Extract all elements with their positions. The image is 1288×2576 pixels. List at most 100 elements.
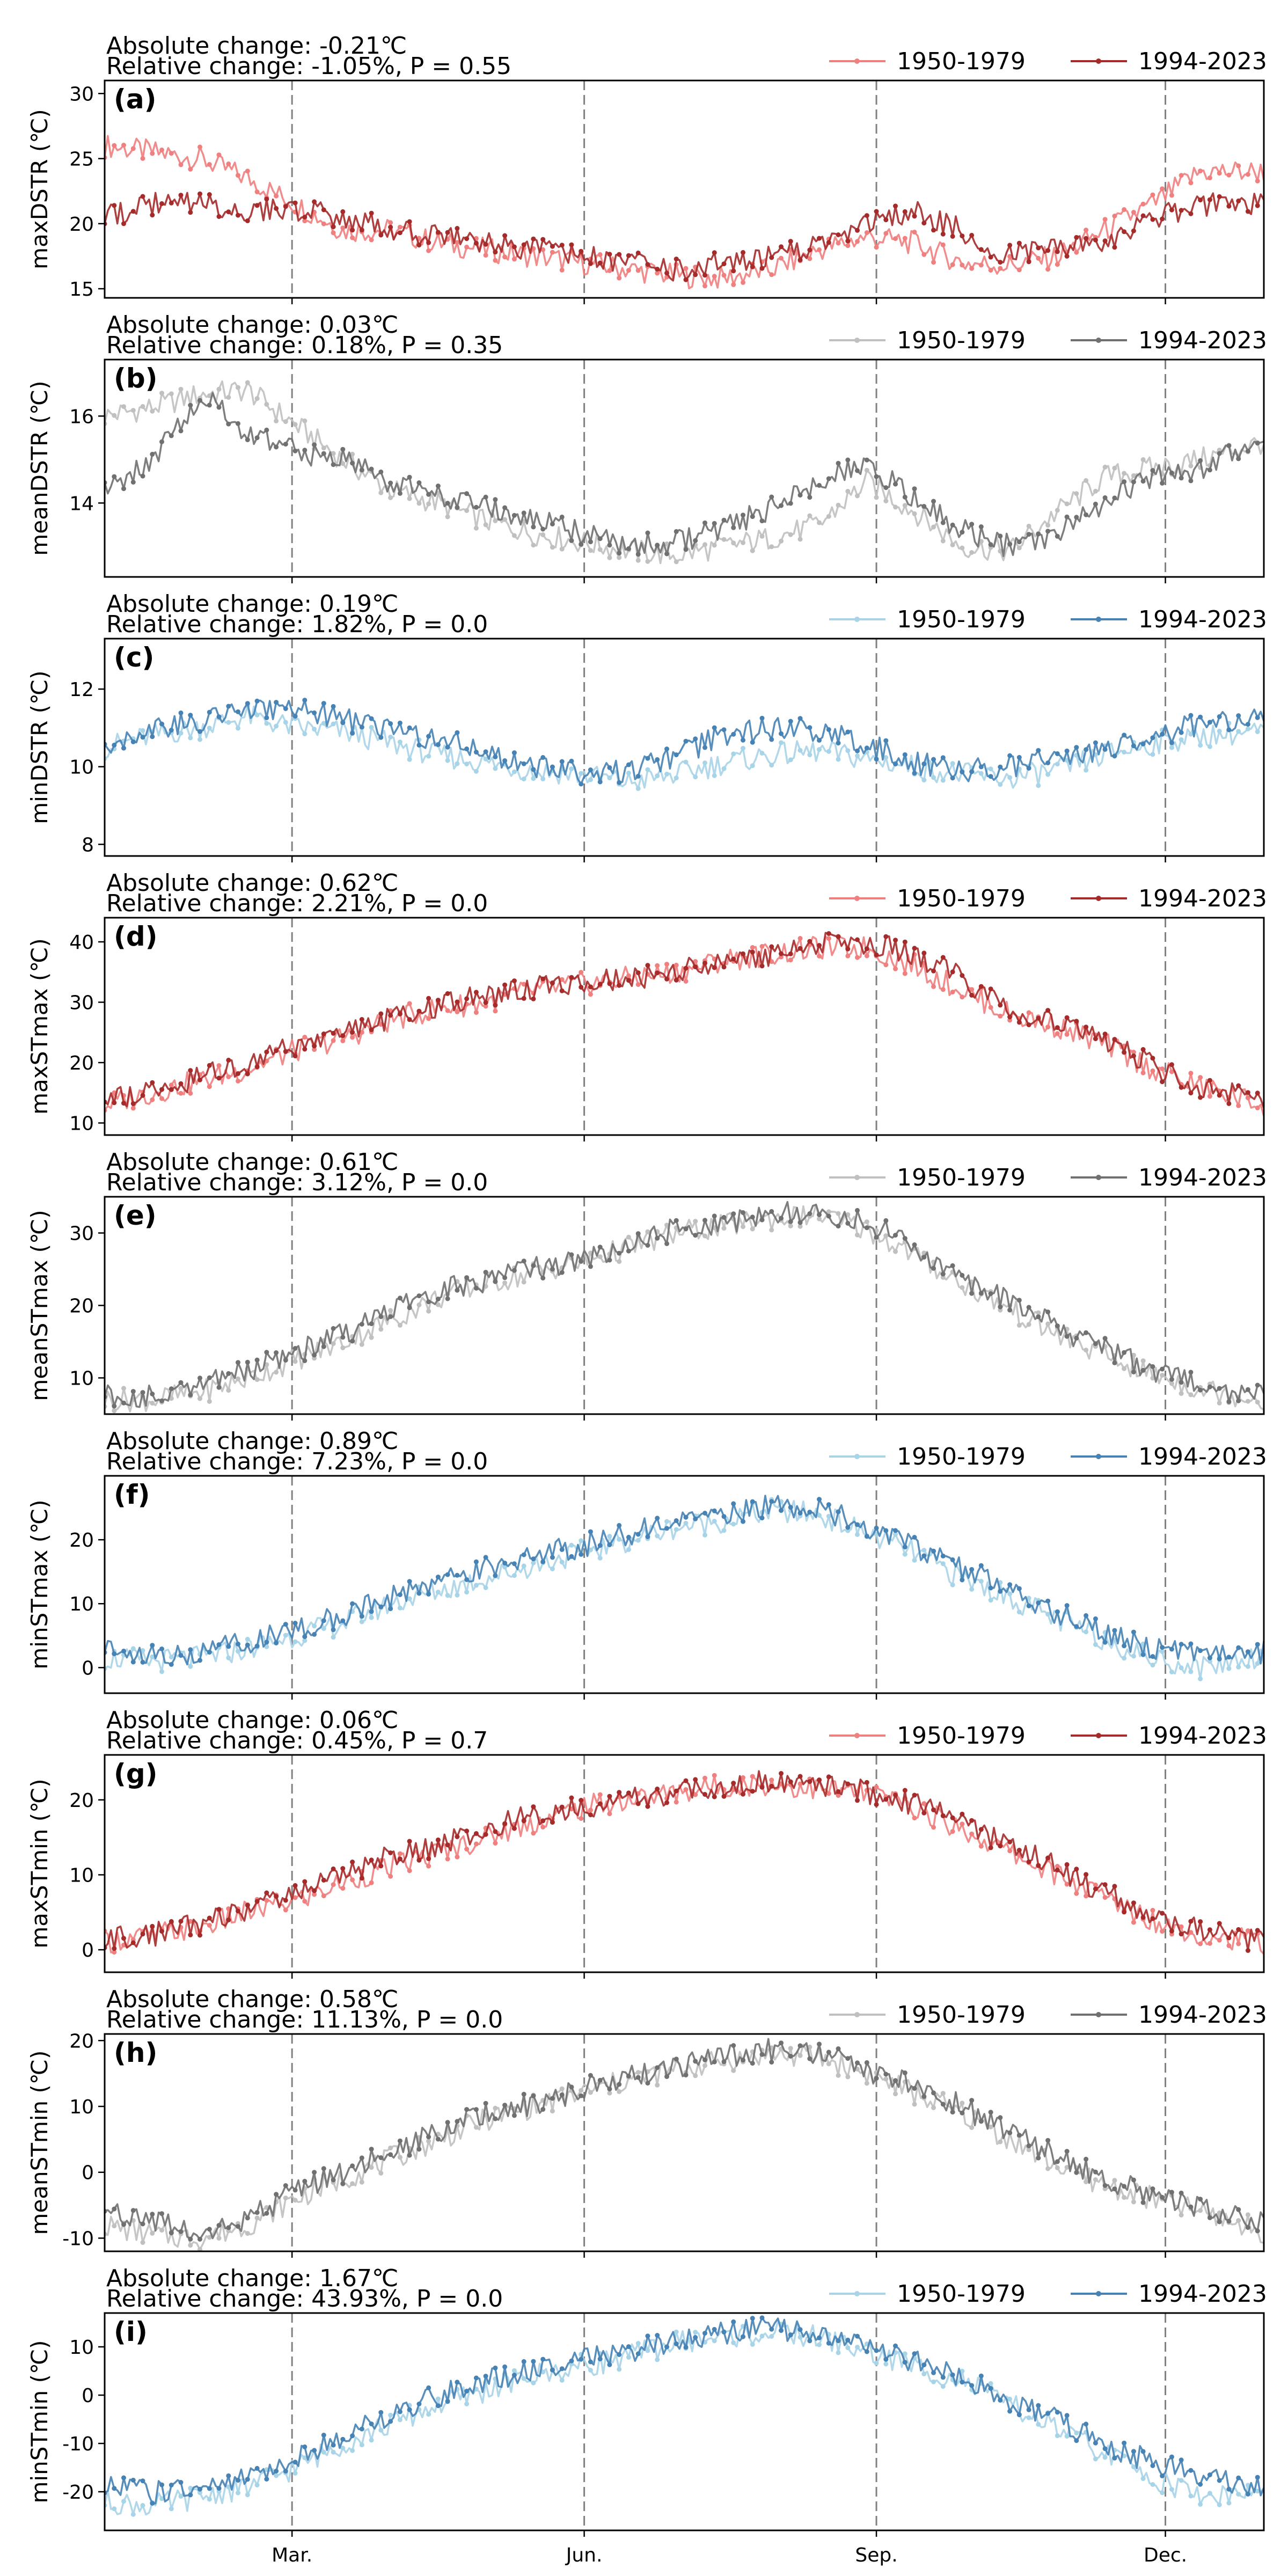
data-point	[121, 404, 126, 409]
data-point	[521, 2359, 526, 2364]
data-point	[845, 2337, 851, 2343]
data-point	[473, 2375, 479, 2381]
data-point	[969, 769, 975, 774]
data-point	[274, 1048, 279, 1053]
data-point	[540, 1818, 546, 1824]
data-point	[445, 991, 450, 996]
data-point	[1236, 456, 1241, 462]
data-point	[674, 1788, 679, 1794]
data-point	[531, 2093, 536, 2098]
data-point	[1198, 714, 1203, 720]
data-point	[1093, 1341, 1098, 1346]
data-point	[588, 2073, 593, 2078]
data-point	[893, 504, 898, 510]
data-point	[931, 2370, 936, 2375]
data-point	[245, 1902, 250, 1908]
data-point	[1198, 1648, 1203, 1653]
data-point	[531, 1831, 536, 1836]
data-point	[331, 1030, 336, 1036]
data-point	[226, 720, 231, 725]
data-point	[1217, 2219, 1222, 2224]
data-point	[655, 773, 660, 779]
data-point	[931, 1807, 936, 1812]
data-point	[978, 1578, 984, 1584]
data-point	[331, 230, 336, 236]
data-point	[931, 260, 936, 265]
data-point	[321, 2449, 326, 2455]
data-point	[1036, 2155, 1041, 2161]
data-point	[483, 1585, 488, 1590]
data-point	[407, 1305, 412, 1311]
data-point	[455, 1287, 460, 1293]
plot-frame	[104, 2033, 1265, 2252]
data-point	[493, 518, 498, 523]
data-point	[978, 984, 984, 989]
data-point	[607, 2362, 612, 2367]
data-point	[569, 2084, 574, 2090]
data-point	[264, 1640, 269, 1645]
data-point	[1102, 2446, 1108, 2451]
data-point	[473, 1831, 479, 1836]
data-point	[950, 761, 955, 766]
data-point	[741, 513, 745, 518]
data-point	[988, 986, 993, 992]
data-point	[511, 513, 517, 518]
data-point	[998, 1843, 1003, 1849]
y-tick-label: 20	[69, 214, 94, 236]
data-point	[226, 161, 231, 166]
panel-label: (f)	[114, 1479, 150, 1510]
data-point	[455, 761, 460, 766]
data-point	[702, 542, 707, 547]
data-point	[1122, 479, 1127, 485]
data-point	[883, 1218, 889, 1223]
data-point	[674, 257, 679, 262]
data-point	[521, 1258, 526, 1264]
data-point	[426, 492, 431, 497]
data-point	[769, 2060, 774, 2065]
data-point	[426, 2412, 431, 2417]
data-point	[350, 2181, 355, 2186]
data-point	[388, 2419, 393, 2424]
data-point	[1226, 2219, 1232, 2224]
data-point	[464, 1847, 470, 1851]
data-point	[826, 727, 831, 732]
data-point	[1160, 1911, 1165, 1916]
data-point	[864, 1225, 869, 1231]
data-point	[635, 1538, 641, 1543]
data-point	[569, 1554, 574, 1559]
data-point	[1055, 2165, 1060, 2170]
data-point	[635, 1231, 641, 1236]
data-point	[855, 753, 860, 758]
data-point	[750, 2316, 755, 2321]
data-point	[1064, 254, 1070, 259]
data-point	[759, 1516, 765, 1520]
data-point	[178, 2493, 184, 2499]
data-point	[1217, 1386, 1222, 1391]
data-point	[588, 1264, 593, 1269]
data-point	[1245, 1095, 1250, 1101]
legend-entry: 1994-2023	[1071, 1164, 1267, 1191]
data-point	[1036, 2421, 1041, 2427]
data-point	[397, 2417, 402, 2423]
data-point	[864, 2349, 869, 2354]
data-point	[817, 1212, 822, 1217]
data-point	[464, 491, 470, 496]
data-point	[1045, 2166, 1051, 2171]
data-point	[893, 762, 898, 767]
data-point	[674, 529, 679, 534]
data-point	[1074, 1019, 1079, 1024]
data-point	[1036, 1314, 1041, 1320]
data-point	[912, 511, 917, 516]
data-point	[1236, 1083, 1241, 1088]
series-line	[105, 932, 1264, 1109]
data-point	[931, 984, 936, 989]
data-point	[197, 729, 202, 734]
data-point	[178, 2229, 184, 2234]
data-point	[921, 950, 927, 956]
data-point	[883, 2357, 889, 2362]
data-point	[1036, 748, 1041, 753]
data-point	[207, 2497, 212, 2502]
legend-label: 1994-2023	[1138, 1443, 1267, 1470]
data-point	[769, 2334, 774, 2339]
